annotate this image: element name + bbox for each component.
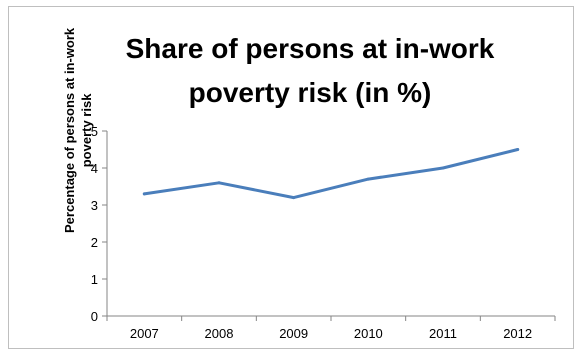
data-point [217,181,221,185]
x-tick-label: 2008 [205,326,234,341]
y-tick-label: 5 [91,124,98,139]
x-tick-label: 2009 [279,326,308,341]
series-line [142,148,520,200]
y-tick-label: 4 [91,161,98,176]
y-tick-label: 0 [91,309,98,324]
chart-title-line-1: Share of persons at in-work [125,33,495,64]
data-point [142,192,146,196]
x-tick-label: 2012 [503,326,532,341]
x-tick-label: 2010 [354,326,383,341]
chart-frame [8,6,574,349]
y-tick-label: 1 [91,272,98,287]
y-tick-label: 3 [91,198,98,213]
data-point [366,177,370,181]
data-point [292,196,296,200]
x-tick-label: 2007 [130,326,159,341]
data-point [516,148,520,151]
data-point [441,166,445,170]
y-tick-label: 2 [91,235,98,250]
chart-title-line-2: poverty risk (in %) [188,77,432,108]
x-tick-label: 2011 [429,326,457,341]
